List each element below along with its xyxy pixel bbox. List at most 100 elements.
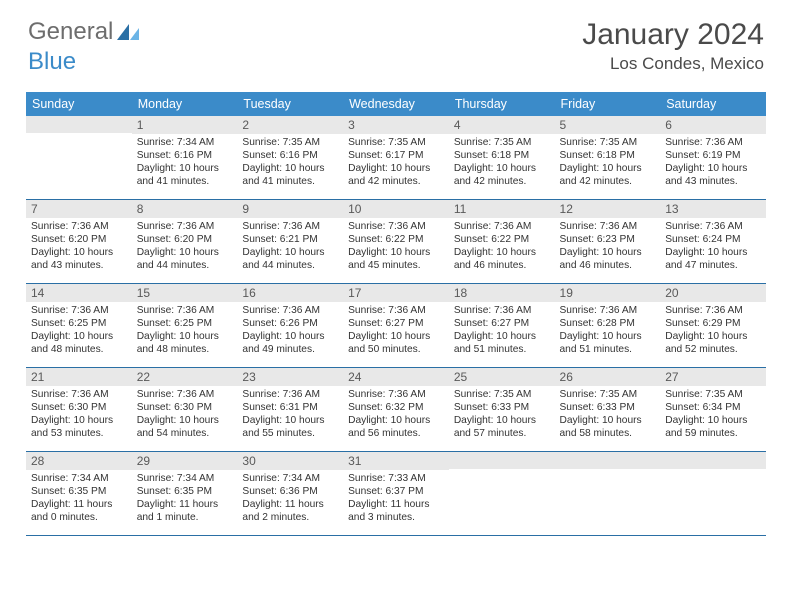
calendar-cell: 14Sunrise: 7:36 AMSunset: 6:25 PMDayligh… — [26, 284, 132, 368]
day-cell: 17Sunrise: 7:36 AMSunset: 6:27 PMDayligh… — [343, 284, 449, 368]
day-number: 9 — [237, 200, 343, 218]
day-cell: 16Sunrise: 7:36 AMSunset: 6:26 PMDayligh… — [237, 284, 343, 368]
day-cell: 21Sunrise: 7:36 AMSunset: 6:30 PMDayligh… — [26, 368, 132, 452]
dow-row: SundayMondayTuesdayWednesdayThursdayFrid… — [26, 92, 766, 116]
sail-icon — [117, 24, 139, 40]
day-cell: 15Sunrise: 7:36 AMSunset: 6:25 PMDayligh… — [132, 284, 238, 368]
calendar-cell: 31Sunrise: 7:33 AMSunset: 6:37 PMDayligh… — [343, 452, 449, 536]
day-text: Sunrise: 7:36 AMSunset: 6:27 PMDaylight:… — [343, 302, 449, 359]
calendar-cell — [660, 452, 766, 536]
empty-cell — [26, 116, 132, 200]
calendar-cell — [449, 452, 555, 536]
calendar-cell: 4Sunrise: 7:35 AMSunset: 6:18 PMDaylight… — [449, 116, 555, 200]
day-cell: 7Sunrise: 7:36 AMSunset: 6:20 PMDaylight… — [26, 200, 132, 284]
day-number: 20 — [660, 284, 766, 302]
day-cell: 1Sunrise: 7:34 AMSunset: 6:16 PMDaylight… — [132, 116, 238, 200]
day-cell: 6Sunrise: 7:36 AMSunset: 6:19 PMDaylight… — [660, 116, 766, 200]
day-number: 21 — [26, 368, 132, 386]
empty-cell — [660, 452, 766, 536]
day-number: 28 — [26, 452, 132, 470]
day-number: 12 — [555, 200, 661, 218]
day-number: 3 — [343, 116, 449, 134]
day-text: Sunrise: 7:36 AMSunset: 6:30 PMDaylight:… — [132, 386, 238, 443]
day-text: Sunrise: 7:36 AMSunset: 6:25 PMDaylight:… — [26, 302, 132, 359]
day-text: Sunrise: 7:36 AMSunset: 6:20 PMDaylight:… — [132, 218, 238, 275]
day-text: Sunrise: 7:36 AMSunset: 6:24 PMDaylight:… — [660, 218, 766, 275]
empty-cell — [449, 452, 555, 536]
day-text: Sunrise: 7:36 AMSunset: 6:23 PMDaylight:… — [555, 218, 661, 275]
day-cell: 23Sunrise: 7:36 AMSunset: 6:31 PMDayligh… — [237, 368, 343, 452]
dow-header: Wednesday — [343, 92, 449, 116]
day-cell: 3Sunrise: 7:35 AMSunset: 6:17 PMDaylight… — [343, 116, 449, 200]
dow-header: Monday — [132, 92, 238, 116]
day-cell: 31Sunrise: 7:33 AMSunset: 6:37 PMDayligh… — [343, 452, 449, 536]
logo-blue-wrap: Blue — [28, 48, 76, 76]
dow-header: Saturday — [660, 92, 766, 116]
day-cell: 5Sunrise: 7:35 AMSunset: 6:18 PMDaylight… — [555, 116, 661, 200]
calendar-cell: 7Sunrise: 7:36 AMSunset: 6:20 PMDaylight… — [26, 200, 132, 284]
day-cell: 8Sunrise: 7:36 AMSunset: 6:20 PMDaylight… — [132, 200, 238, 284]
dow-header: Thursday — [449, 92, 555, 116]
day-text: Sunrise: 7:35 AMSunset: 6:16 PMDaylight:… — [237, 134, 343, 191]
empty-cell — [555, 452, 661, 536]
calendar-week: 7Sunrise: 7:36 AMSunset: 6:20 PMDaylight… — [26, 200, 766, 284]
calendar-cell: 8Sunrise: 7:36 AMSunset: 6:20 PMDaylight… — [132, 200, 238, 284]
calendar-cell: 3Sunrise: 7:35 AMSunset: 6:17 PMDaylight… — [343, 116, 449, 200]
day-number: 1 — [132, 116, 238, 134]
calendar-cell: 30Sunrise: 7:34 AMSunset: 6:36 PMDayligh… — [237, 452, 343, 536]
day-cell: 13Sunrise: 7:36 AMSunset: 6:24 PMDayligh… — [660, 200, 766, 284]
calendar-cell: 19Sunrise: 7:36 AMSunset: 6:28 PMDayligh… — [555, 284, 661, 368]
calendar-cell: 1Sunrise: 7:34 AMSunset: 6:16 PMDaylight… — [132, 116, 238, 200]
dow-header: Tuesday — [237, 92, 343, 116]
day-text: Sunrise: 7:36 AMSunset: 6:21 PMDaylight:… — [237, 218, 343, 275]
day-number: 10 — [343, 200, 449, 218]
calendar-cell: 5Sunrise: 7:35 AMSunset: 6:18 PMDaylight… — [555, 116, 661, 200]
day-number: 26 — [555, 368, 661, 386]
day-number: 24 — [343, 368, 449, 386]
day-cell: 14Sunrise: 7:36 AMSunset: 6:25 PMDayligh… — [26, 284, 132, 368]
day-cell: 26Sunrise: 7:35 AMSunset: 6:33 PMDayligh… — [555, 368, 661, 452]
day-number: 23 — [237, 368, 343, 386]
day-text: Sunrise: 7:36 AMSunset: 6:19 PMDaylight:… — [660, 134, 766, 191]
dow-header: Friday — [555, 92, 661, 116]
day-cell: 29Sunrise: 7:34 AMSunset: 6:35 PMDayligh… — [132, 452, 238, 536]
calendar-cell: 20Sunrise: 7:36 AMSunset: 6:29 PMDayligh… — [660, 284, 766, 368]
logo: General — [28, 18, 143, 46]
day-text: Sunrise: 7:36 AMSunset: 6:32 PMDaylight:… — [343, 386, 449, 443]
day-number: 16 — [237, 284, 343, 302]
day-text: Sunrise: 7:36 AMSunset: 6:29 PMDaylight:… — [660, 302, 766, 359]
day-number: 7 — [26, 200, 132, 218]
calendar-cell: 17Sunrise: 7:36 AMSunset: 6:27 PMDayligh… — [343, 284, 449, 368]
calendar-cell — [555, 452, 661, 536]
day-number: 29 — [132, 452, 238, 470]
calendar-cell: 29Sunrise: 7:34 AMSunset: 6:35 PMDayligh… — [132, 452, 238, 536]
calendar-cell: 25Sunrise: 7:35 AMSunset: 6:33 PMDayligh… — [449, 368, 555, 452]
day-cell: 4Sunrise: 7:35 AMSunset: 6:18 PMDaylight… — [449, 116, 555, 200]
day-text: Sunrise: 7:36 AMSunset: 6:28 PMDaylight:… — [555, 302, 661, 359]
title-location: Los Condes, Mexico — [582, 54, 764, 74]
calendar-week: 14Sunrise: 7:36 AMSunset: 6:25 PMDayligh… — [26, 284, 766, 368]
day-number: 18 — [449, 284, 555, 302]
day-text: Sunrise: 7:34 AMSunset: 6:35 PMDaylight:… — [26, 470, 132, 527]
day-number: 25 — [449, 368, 555, 386]
day-cell: 9Sunrise: 7:36 AMSunset: 6:21 PMDaylight… — [237, 200, 343, 284]
day-cell: 11Sunrise: 7:36 AMSunset: 6:22 PMDayligh… — [449, 200, 555, 284]
day-cell: 27Sunrise: 7:35 AMSunset: 6:34 PMDayligh… — [660, 368, 766, 452]
day-cell: 10Sunrise: 7:36 AMSunset: 6:22 PMDayligh… — [343, 200, 449, 284]
day-text: Sunrise: 7:36 AMSunset: 6:30 PMDaylight:… — [26, 386, 132, 443]
calendar-cell: 21Sunrise: 7:36 AMSunset: 6:30 PMDayligh… — [26, 368, 132, 452]
calendar-body: 1Sunrise: 7:34 AMSunset: 6:16 PMDaylight… — [26, 116, 766, 536]
day-text: Sunrise: 7:35 AMSunset: 6:18 PMDaylight:… — [555, 134, 661, 191]
day-text: Sunrise: 7:34 AMSunset: 6:35 PMDaylight:… — [132, 470, 238, 527]
dow-header: Sunday — [26, 92, 132, 116]
day-text: Sunrise: 7:34 AMSunset: 6:36 PMDaylight:… — [237, 470, 343, 527]
calendar-cell: 12Sunrise: 7:36 AMSunset: 6:23 PMDayligh… — [555, 200, 661, 284]
calendar-cell: 18Sunrise: 7:36 AMSunset: 6:27 PMDayligh… — [449, 284, 555, 368]
day-number: 8 — [132, 200, 238, 218]
title-block: January 2024 Los Condes, Mexico — [582, 18, 764, 74]
day-text: Sunrise: 7:36 AMSunset: 6:27 PMDaylight:… — [449, 302, 555, 359]
calendar-week: 28Sunrise: 7:34 AMSunset: 6:35 PMDayligh… — [26, 452, 766, 536]
day-cell: 20Sunrise: 7:36 AMSunset: 6:29 PMDayligh… — [660, 284, 766, 368]
day-number: 4 — [449, 116, 555, 134]
day-cell: 18Sunrise: 7:36 AMSunset: 6:27 PMDayligh… — [449, 284, 555, 368]
